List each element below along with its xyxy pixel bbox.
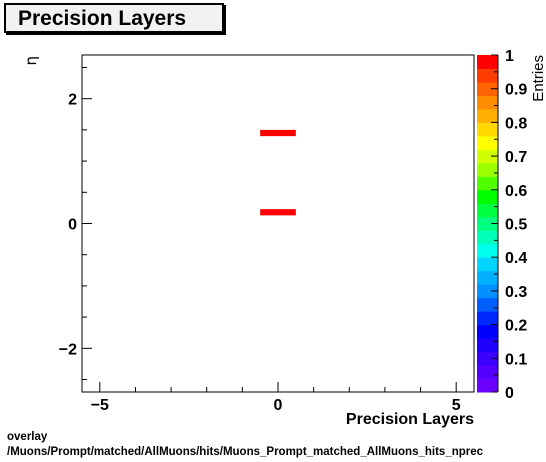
color-scale-band xyxy=(477,162,498,177)
x-axis-title: Precision Layers xyxy=(346,411,474,428)
color-scale-band xyxy=(477,108,498,123)
heatmap-bin-1 xyxy=(260,209,296,216)
color-scale-band xyxy=(477,351,498,366)
z-tick-label: 0.4 xyxy=(505,250,527,267)
color-scale-band xyxy=(477,122,498,137)
z-tick-label: 0.9 xyxy=(505,82,527,99)
chart-plot: −5 0 5 −202 00.10.20.30.40.50.60.70.80.91 … xyxy=(22,48,546,428)
color-scale-band xyxy=(477,149,498,164)
z-tick-label: 0.5 xyxy=(505,217,527,234)
z-tick-label: 0.1 xyxy=(505,351,527,368)
x-tick-label: 0 xyxy=(274,397,283,414)
x-tick-label: −5 xyxy=(91,397,109,414)
color-scale-title: Entries xyxy=(530,55,546,102)
title-box: Precision Layers xyxy=(4,3,224,33)
footer-line-2: /Muons/Prompt/matched/AllMuons/hits/Muon… xyxy=(7,446,484,458)
footer-line-1: overlay xyxy=(7,431,48,443)
color-scale-band xyxy=(477,189,498,204)
x-axis: −5 0 5 xyxy=(91,382,461,414)
x-tick-label: 5 xyxy=(452,397,461,414)
color-scale-band xyxy=(477,338,498,353)
color-scale-band xyxy=(477,68,498,83)
z-tick-label: 0.8 xyxy=(505,115,527,132)
color-scale-band xyxy=(477,176,498,191)
color-scale-band xyxy=(477,135,498,150)
z-tick-label: 0.7 xyxy=(505,149,527,166)
z-tick-label: 1 xyxy=(505,48,514,65)
y-axis: −2 0 2 xyxy=(59,66,92,381)
color-scale-band xyxy=(477,203,498,218)
color-scale-band xyxy=(477,365,498,380)
z-tick-label: 0 xyxy=(505,385,514,402)
color-scale-band xyxy=(477,378,498,393)
color-scale: 0 0.1 0.2 0.3 0.4 0.5 0.6 0.7 0.8 0.9 1 xyxy=(477,48,527,402)
color-scale-band xyxy=(477,257,498,272)
y-tick-label: −2 xyxy=(59,341,77,358)
color-scale-band xyxy=(477,243,498,258)
bins-layer xyxy=(260,129,296,216)
color-scale-band xyxy=(477,55,498,69)
color-scale-band xyxy=(477,311,498,326)
z-tick-label: 0.2 xyxy=(505,318,527,335)
y-tick-label: 0 xyxy=(68,217,77,234)
y-tick-label: 2 xyxy=(68,92,77,109)
color-scale-band xyxy=(477,81,498,96)
z-tick-label: 0.3 xyxy=(505,284,527,301)
z-tick-label: 0.6 xyxy=(505,183,527,200)
color-scale-band xyxy=(477,297,498,312)
color-scale-band xyxy=(477,284,498,299)
y-axis-title: η xyxy=(22,56,40,66)
color-scale-band xyxy=(477,95,498,110)
color-scale-band xyxy=(477,230,498,245)
color-scale-band xyxy=(477,270,498,285)
heatmap-bin-0 xyxy=(260,129,296,137)
color-scale-band xyxy=(477,216,498,231)
color-scale-band xyxy=(477,324,498,339)
chart-title: Precision Layers xyxy=(18,7,187,30)
plot-frame xyxy=(81,54,475,393)
